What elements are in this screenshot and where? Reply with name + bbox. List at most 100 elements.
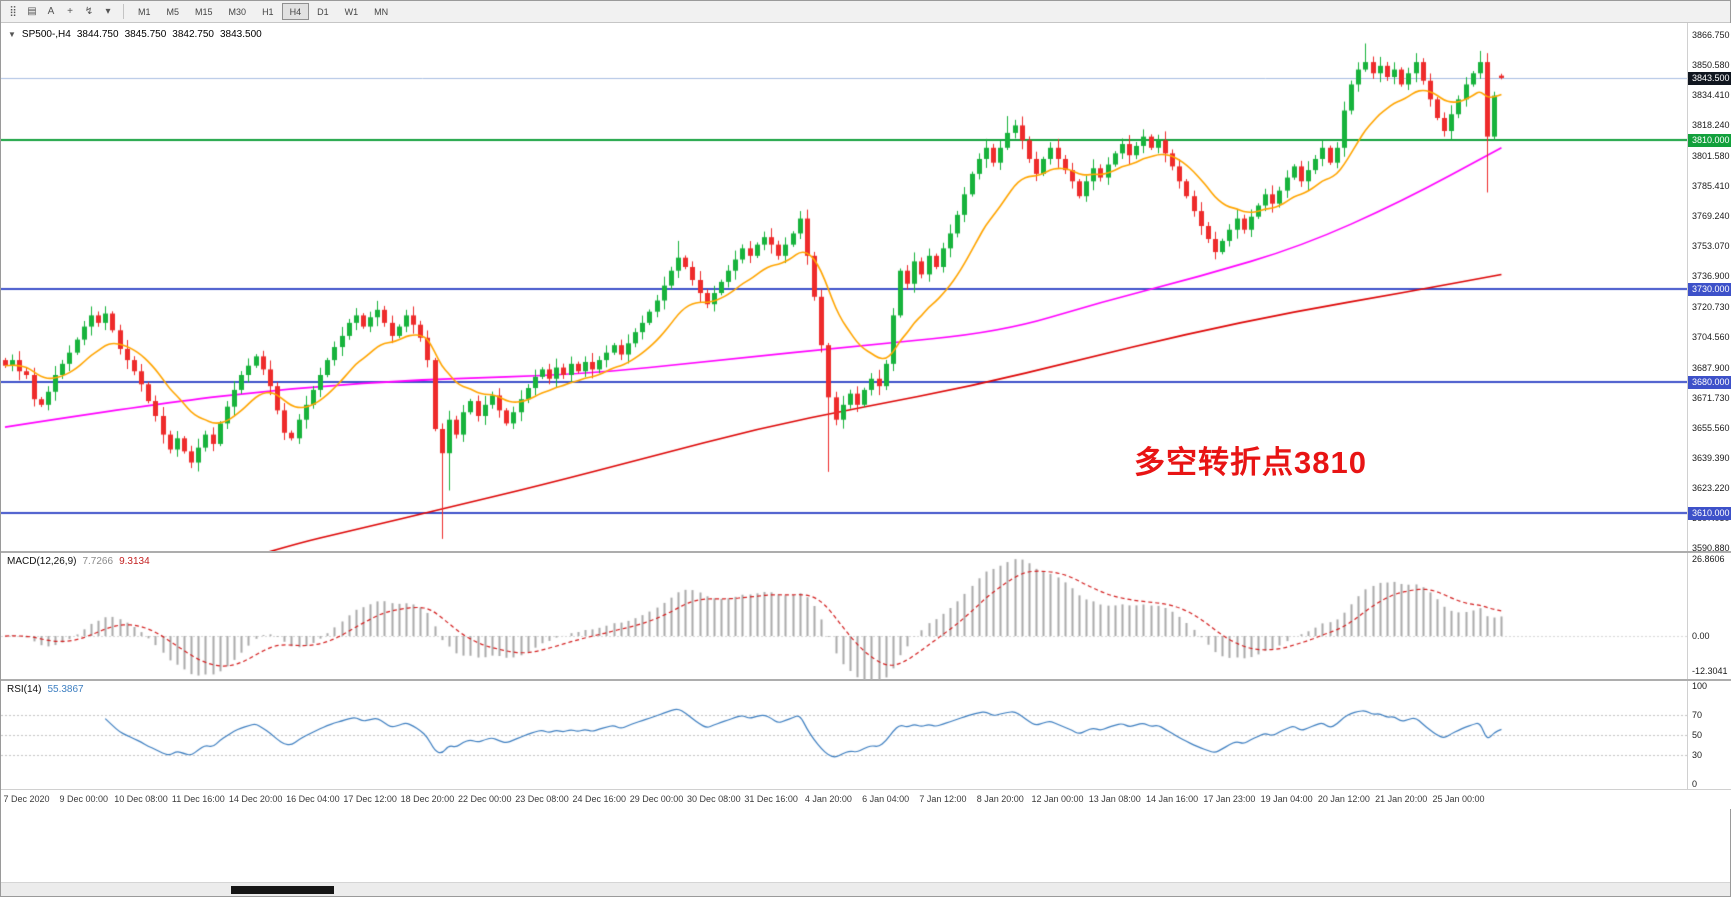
macd-axis: 26.8606 0.00 -12.3041	[1687, 553, 1731, 679]
price-tick-label: 3834.410	[1692, 89, 1730, 100]
price-tick-label: 3785.410	[1692, 181, 1730, 192]
macd-signal-value: 9.3134	[119, 556, 150, 567]
timeframe-button-group: M1 M5 M15 M30 H1 H4 D1 W1 MN	[130, 3, 396, 20]
macd-panel: MACD(12,26,9) 7.7266 9.3134 26.8606 0.00 -…	[1, 553, 1731, 679]
chevron-down-icon: ▼	[8, 30, 16, 39]
level-price-label[interactable]: 3810.000	[1688, 134, 1731, 148]
time-tick-label: 12 Jan 00:00	[1031, 794, 1084, 804]
time-tick-label: 19 Jan 04:00	[1260, 794, 1313, 804]
timeframe-h4-button[interactable]: H4	[281, 3, 310, 20]
time-tick-label: 7 Dec 2020	[3, 794, 50, 804]
price-tick-label: 3655.560	[1692, 422, 1730, 433]
macd-value: 7.7266	[82, 556, 114, 567]
time-tick-label: 6 Jan 04:00	[862, 794, 910, 804]
time-tick-label: 24 Dec 16:00	[572, 794, 627, 804]
rsi-tick-label: 0	[1692, 779, 1698, 790]
price-tick-label: 3704.560	[1692, 331, 1730, 342]
macd-tick-label: 0.00	[1692, 631, 1710, 642]
time-tick-label: 21 Jan 20:00	[1375, 794, 1428, 804]
price-tick-label: 3736.900	[1692, 271, 1730, 282]
time-tick-label: 23 Dec 08:00	[515, 794, 569, 804]
time-tick-label: 22 Dec 00:00	[457, 794, 512, 804]
open-value: 3844.750	[76, 29, 119, 40]
timeframe-m5-button[interactable]: M5	[166, 6, 180, 17]
price-tick-label: 3639.390	[1692, 453, 1730, 464]
time-tick-label: 7 Jan 12:00	[919, 794, 967, 804]
toolbar: ⣿ ▤ A + ↯ ▾ M1 M5 M15 M30 H1 H4 D1 W1 MN	[1, 1, 1730, 23]
rsi-name: RSI(14)	[7, 684, 42, 695]
time-axis: 7 Dec 2020 9 Dec 00:00 10 Dec 08:00 11 Dec …	[1, 789, 1731, 809]
time-tick-label: 30 Dec 08:00	[687, 794, 741, 804]
panel-separator[interactable]	[1, 551, 1731, 553]
time-tick-label: 25 Jan 00:00	[1432, 794, 1485, 804]
macd-chart-canvas[interactable]	[1, 553, 1687, 679]
time-tick-label: 13 Jan 08:00	[1088, 794, 1141, 804]
text-tool-icon[interactable]: A	[47, 6, 55, 17]
price-tick-label: 3801.580	[1692, 151, 1730, 161]
time-tick-label: 31 Dec 16:00	[744, 794, 798, 804]
time-tick-label: 20 Jan 12:00	[1317, 794, 1370, 804]
chart-title: ▼ SP500-,H4 3844.750 3845.750 3842.750 3…	[8, 29, 262, 40]
timeframe-d1-button[interactable]: D1	[317, 6, 329, 17]
timeframe-m1-button[interactable]: M1	[138, 6, 151, 17]
price-chart-canvas[interactable]	[1, 23, 1687, 551]
rsi-tick-label: 70	[1692, 710, 1703, 721]
price-tick-label: 3850.580	[1692, 59, 1730, 70]
time-tick-label: 17 Jan 23:00	[1203, 794, 1256, 804]
macd-label: MACD(12,26,9) 7.7266 9.3134	[7, 556, 150, 567]
level-price-label[interactable]: 3610.000	[1688, 506, 1731, 520]
price-tick-label: 3818.240	[1692, 119, 1730, 130]
price-tick-label: 3769.240	[1692, 211, 1730, 222]
panel-separator[interactable]	[1, 679, 1731, 681]
toolbar-separator	[123, 4, 124, 19]
bottom-spacer	[1, 809, 1730, 882]
rsi-value: 55.3867	[47, 684, 84, 695]
timeframe-m15-button[interactable]: M15	[195, 6, 213, 17]
price-tick-label: 3866.750	[1692, 29, 1730, 40]
price-tick-label: 3720.730	[1692, 301, 1730, 312]
annotation-text: 多空转折点3810	[1134, 445, 1367, 480]
time-tick-label: 9 Dec 00:00	[59, 794, 109, 804]
timeframe-m30-button[interactable]: M30	[228, 6, 247, 17]
time-tick-label: 4 Jan 20:00	[804, 794, 852, 804]
price-tick-label: 3687.900	[1692, 362, 1730, 373]
macd-tick-label: 26.8606	[1692, 554, 1725, 565]
macd-tick-label: -12.3041	[1692, 666, 1728, 677]
scrollbar-thumb[interactable]	[231, 886, 334, 894]
toolbar-icon-group: ⣿ ▤ A + ↯ ▾	[4, 3, 117, 21]
rsi-panel: RSI(14) 55.3867 100 70 50 30 0	[1, 681, 1731, 789]
rsi-axis: 100 70 50 30 0	[1687, 681, 1731, 789]
time-tick-label: 14 Dec 20:00	[228, 794, 283, 804]
time-tick-label: 8 Jan 20:00	[976, 794, 1024, 804]
chart-list-icon[interactable]: ▤	[27, 6, 37, 17]
time-tick-label: 14 Jan 16:00	[1146, 794, 1199, 804]
timeframe-h1-button[interactable]: H1	[262, 6, 274, 17]
toolbar-grip-icon[interactable]: ⣿	[9, 6, 17, 17]
time-tick-label: 17 Dec 12:00	[343, 794, 397, 804]
horizontal-scrollbar[interactable]	[1, 882, 1730, 896]
timeframe-w1-button[interactable]: W1	[344, 6, 359, 17]
time-tick-label: 29 Dec 00:00	[629, 794, 684, 804]
timeframe-mn-button[interactable]: MN	[374, 6, 389, 17]
time-tick-label: 18 Dec 20:00	[400, 794, 455, 804]
rsi-tick-label: 100	[1692, 680, 1708, 691]
current-price-label: 3843.500	[1688, 71, 1731, 85]
level-price-label[interactable]: 3680.000	[1688, 376, 1731, 390]
dropdown-arrow-icon[interactable]: ▾	[105, 6, 111, 17]
price-tick-label: 3671.730	[1692, 392, 1730, 403]
level-price-label[interactable]: 3730.000	[1688, 283, 1731, 297]
price-tick-label: 3623.220	[1692, 483, 1730, 494]
time-tick-label: 10 Dec 08:00	[114, 794, 168, 804]
indicator-flash-icon[interactable]: ↯	[84, 6, 94, 17]
close-value: 3843.500	[220, 29, 262, 40]
high-value: 3845.750	[124, 29, 167, 40]
rsi-chart-canvas[interactable]	[1, 681, 1687, 789]
time-tick-label: 16 Dec 04:00	[286, 794, 340, 804]
price-panel: ▼ SP500-,H4 3844.750 3845.750 3842.750 3…	[1, 23, 1731, 554]
crosshair-tool-icon[interactable]: +	[67, 6, 73, 17]
rsi-label: RSI(14) 55.3867	[7, 684, 84, 695]
price-tick-label: 3590.880	[1692, 543, 1730, 554]
symbol-period-label: SP500-,H4	[21, 29, 71, 40]
price-axis: 3866.750 3850.580 3834.410 3818.240 3801.580…	[1687, 23, 1731, 554]
